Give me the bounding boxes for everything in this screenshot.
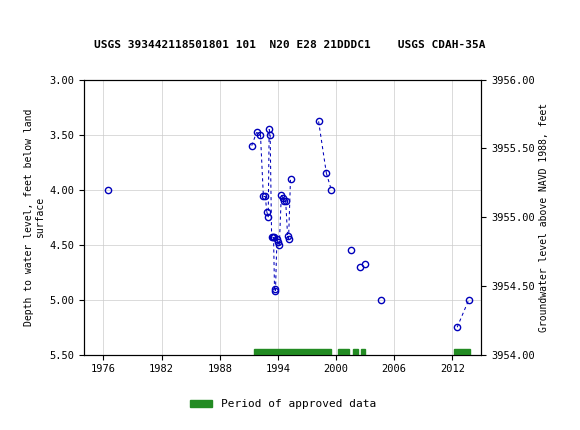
Bar (253, 349, 331, 355)
Bar (338, 349, 349, 355)
Bar (361, 349, 365, 355)
Y-axis label: Groundwater level above NAVD 1988, feet: Groundwater level above NAVD 1988, feet (539, 103, 549, 332)
Text: USGS 393442118501801 101  N20 E28 21DDDC1    USGS CDAH-35A: USGS 393442118501801 101 N20 E28 21DDDC1… (94, 40, 486, 50)
Bar (454, 349, 470, 355)
Text: USGS: USGS (38, 11, 93, 29)
Bar (353, 349, 358, 355)
Y-axis label: Depth to water level, feet below land
surface: Depth to water level, feet below land su… (24, 108, 45, 326)
Legend: Period of approved data: Period of approved data (185, 395, 380, 414)
